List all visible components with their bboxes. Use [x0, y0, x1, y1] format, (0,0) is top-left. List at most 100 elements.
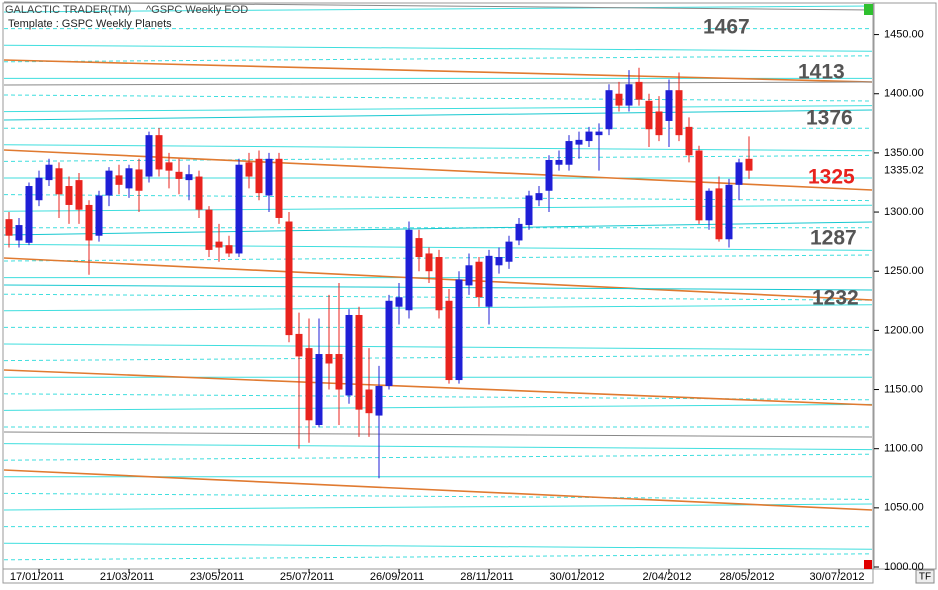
candle-body	[45, 164, 53, 181]
candle-body	[375, 385, 383, 416]
level-label: 1232	[812, 287, 859, 310]
header: GALACTIC TRADER(TM)	[5, 4, 131, 16]
candle-body	[715, 188, 723, 240]
candle-body	[455, 279, 463, 381]
y-tick-label: 1450.00	[884, 28, 924, 40]
candle-body	[255, 158, 263, 194]
planet-line	[3, 553, 873, 561]
planet-line	[3, 109, 873, 121]
candle-body	[55, 168, 63, 195]
candle-body	[695, 150, 703, 221]
candle-body	[365, 389, 373, 414]
x-tick-label: 23/05/2011	[190, 571, 244, 583]
candle-body	[225, 245, 233, 254]
candle-body	[145, 135, 153, 177]
candle-body	[525, 195, 533, 226]
x-tick-label: 28/11/2011	[460, 571, 513, 583]
template: Template : GSPC Weekly Planets	[8, 18, 172, 30]
y-tick-label: 1200.00	[884, 324, 924, 336]
planet-line	[3, 431, 873, 438]
planet-line	[3, 542, 873, 550]
candle-body	[505, 241, 513, 262]
candle-body	[15, 225, 23, 241]
x-tick-label: 30/01/2012	[549, 571, 604, 583]
planet-line	[3, 369, 873, 406]
planet-line	[3, 343, 873, 351]
candle-body	[185, 174, 193, 181]
last-price-label: 1335.02	[884, 165, 924, 177]
planet-line	[3, 55, 873, 63]
planet-line	[3, 443, 873, 451]
y-tick-label: 1100.00	[884, 443, 923, 455]
candle-body	[545, 159, 553, 191]
candle-body	[165, 162, 173, 171]
planet-line	[3, 354, 873, 362]
candle-body	[265, 158, 273, 196]
candle-body	[445, 300, 453, 381]
planet-line	[3, 1, 873, 11]
candle-body	[35, 177, 43, 201]
candle-body	[565, 141, 573, 165]
candles	[5, 67, 753, 479]
planet-line	[3, 59, 873, 83]
candle-body	[325, 354, 333, 364]
candle-body	[675, 90, 683, 136]
tf-button[interactable]	[915, 569, 935, 584]
candle-body	[275, 158, 283, 218]
level-label: 1376	[806, 107, 853, 130]
candle-body	[405, 229, 413, 311]
candle-body	[595, 131, 603, 136]
candle-body	[475, 261, 483, 298]
y-tick-label: 1350.00	[884, 147, 924, 159]
planet-line	[3, 105, 873, 113]
level-label: 1287	[810, 227, 857, 250]
candle-body	[65, 186, 73, 205]
planet-line	[3, 469, 873, 511]
candle-body	[575, 139, 583, 145]
candle-body	[385, 300, 393, 386]
y-axis-panel	[873, 2, 937, 570]
y-tick-label: 1300.00	[884, 206, 924, 218]
candle-body	[115, 175, 123, 185]
status-box	[864, 4, 873, 15]
candle-body	[615, 93, 623, 106]
y-tick-label: 1000.00	[884, 561, 924, 573]
planet-line	[3, 154, 873, 162]
candle-body	[745, 158, 753, 171]
candle-body	[415, 238, 423, 258]
x-tick-label: 28/05/2012	[719, 571, 774, 583]
candle-body	[95, 195, 103, 236]
planet-line	[3, 94, 873, 102]
candle-body	[535, 193, 543, 201]
candle-body	[665, 90, 673, 121]
planet-line	[3, 81, 873, 86]
candle-body	[735, 162, 743, 185]
candle-body	[655, 111, 663, 136]
candle-body	[485, 255, 493, 307]
candle-body	[705, 190, 713, 221]
x-tick-label: 17/01/2011	[10, 571, 64, 583]
candle-body	[155, 135, 163, 170]
candle-body	[25, 186, 33, 243]
x-tick-label: 25/07/2011	[280, 571, 334, 583]
candle-body	[305, 348, 313, 421]
candle-body	[345, 314, 353, 396]
candle-body	[245, 162, 253, 177]
candle-body	[315, 354, 323, 426]
planet-line	[3, 5, 873, 13]
candle-body	[175, 171, 183, 179]
x-tick-label: 21/03/2011	[100, 571, 154, 583]
candle-body	[725, 184, 733, 240]
x-axis-panel	[2, 568, 874, 584]
x-tick-label: 2/04/2012	[643, 571, 692, 583]
y-tick-label: 1050.00	[884, 502, 924, 514]
candle-body	[495, 257, 503, 266]
candle-body	[135, 169, 143, 191]
planet-line	[3, 403, 873, 411]
x-tick-label: 26/09/2011	[370, 571, 424, 583]
candle-body	[435, 257, 443, 311]
candle-body	[645, 100, 653, 130]
candle-body	[195, 176, 203, 210]
